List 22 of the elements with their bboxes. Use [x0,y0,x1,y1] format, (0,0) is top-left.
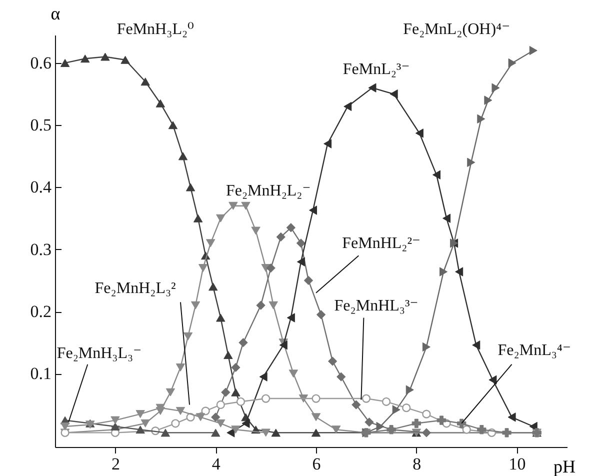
text: FeMnHL₂²⁻ [342,235,420,252]
x-tick-label: 8 [412,454,422,474]
x-tick-label: 6 [312,454,321,474]
text: Fe₂MnH₂L₃² [94,280,176,297]
y-tick-label: 0.4 [30,178,52,197]
series-label: FeMnH₃L₂⁰ [116,20,194,38]
x-axis-title: pH [554,456,576,476]
text: Fe₂MnHL₃³⁻ [334,297,418,314]
y-axis-title: α [50,4,61,24]
y-tick-label: 0.5 [30,116,52,135]
text: Fe₂MnH₃L₃⁻ [56,345,142,362]
y-tick-label: 0.2 [30,302,52,322]
y-tick-label: 0.1 [30,364,52,384]
text: Fe₂MnL₃⁴⁻ [498,342,571,360]
x-tick-label: 2 [111,454,120,474]
series-label: Fe₂MnL₂(OH)⁴⁻ [403,20,510,38]
x-tick-label: 10 [508,454,526,474]
y-tick-label: 0.6 [30,53,52,72]
x-tick-label: 4 [212,454,221,474]
series-label: FeMnL₂³⁻ [342,61,410,78]
series-label: Fe₂MnH₂L₂⁻ [226,182,311,200]
y-tick-label: 0.3 [30,240,52,259]
